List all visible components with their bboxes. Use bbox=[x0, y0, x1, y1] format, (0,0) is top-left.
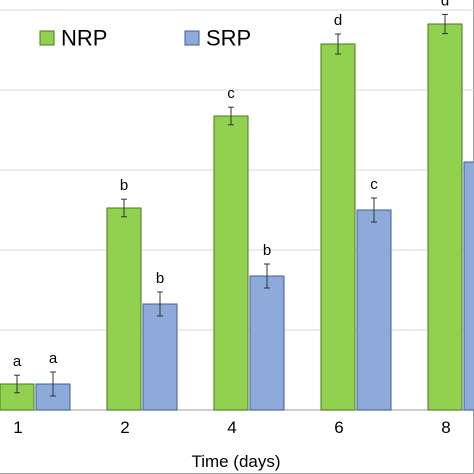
bar-srp-2 bbox=[142, 303, 178, 411]
significance-label: c bbox=[370, 176, 378, 193]
legend-label-srp: SRP bbox=[206, 26, 251, 51]
legend-label-nrp: NRP bbox=[61, 26, 107, 51]
bar-srp-8 bbox=[463, 161, 474, 411]
bar-nrp-2 bbox=[106, 207, 142, 411]
significance-label: d bbox=[441, 0, 449, 9]
x-tick-labels: 1 2 4 6 8 bbox=[13, 418, 450, 437]
legend: NRP SRP bbox=[39, 26, 251, 51]
significance-label: b bbox=[120, 177, 128, 194]
x-tick-label: 8 bbox=[441, 418, 450, 437]
bar-nrp-4 bbox=[213, 115, 249, 411]
legend-swatch-srp bbox=[184, 30, 200, 46]
significance-label: a bbox=[49, 350, 58, 367]
x-tick-label: 4 bbox=[227, 418, 236, 437]
x-tick-label: 2 bbox=[120, 418, 129, 437]
x-tick-label: 6 bbox=[334, 418, 343, 437]
legend-swatch-nrp bbox=[39, 30, 55, 46]
significance-label: a bbox=[13, 353, 22, 370]
bar-srp-1 bbox=[35, 383, 71, 411]
bar-nrp-8 bbox=[427, 23, 463, 411]
bar-srp-4 bbox=[249, 275, 285, 411]
significance-label: b bbox=[263, 242, 271, 259]
x-tick-label: 1 bbox=[13, 418, 22, 437]
x-axis-title: Time (days) bbox=[191, 452, 280, 471]
significance-label: b bbox=[156, 270, 164, 287]
bars: a a b b c b d c d bbox=[0, 0, 474, 411]
significance-label: c bbox=[227, 85, 235, 102]
bar-nrp-6 bbox=[320, 43, 356, 411]
significance-label: d bbox=[334, 12, 342, 29]
bar-srp-6 bbox=[356, 209, 392, 411]
